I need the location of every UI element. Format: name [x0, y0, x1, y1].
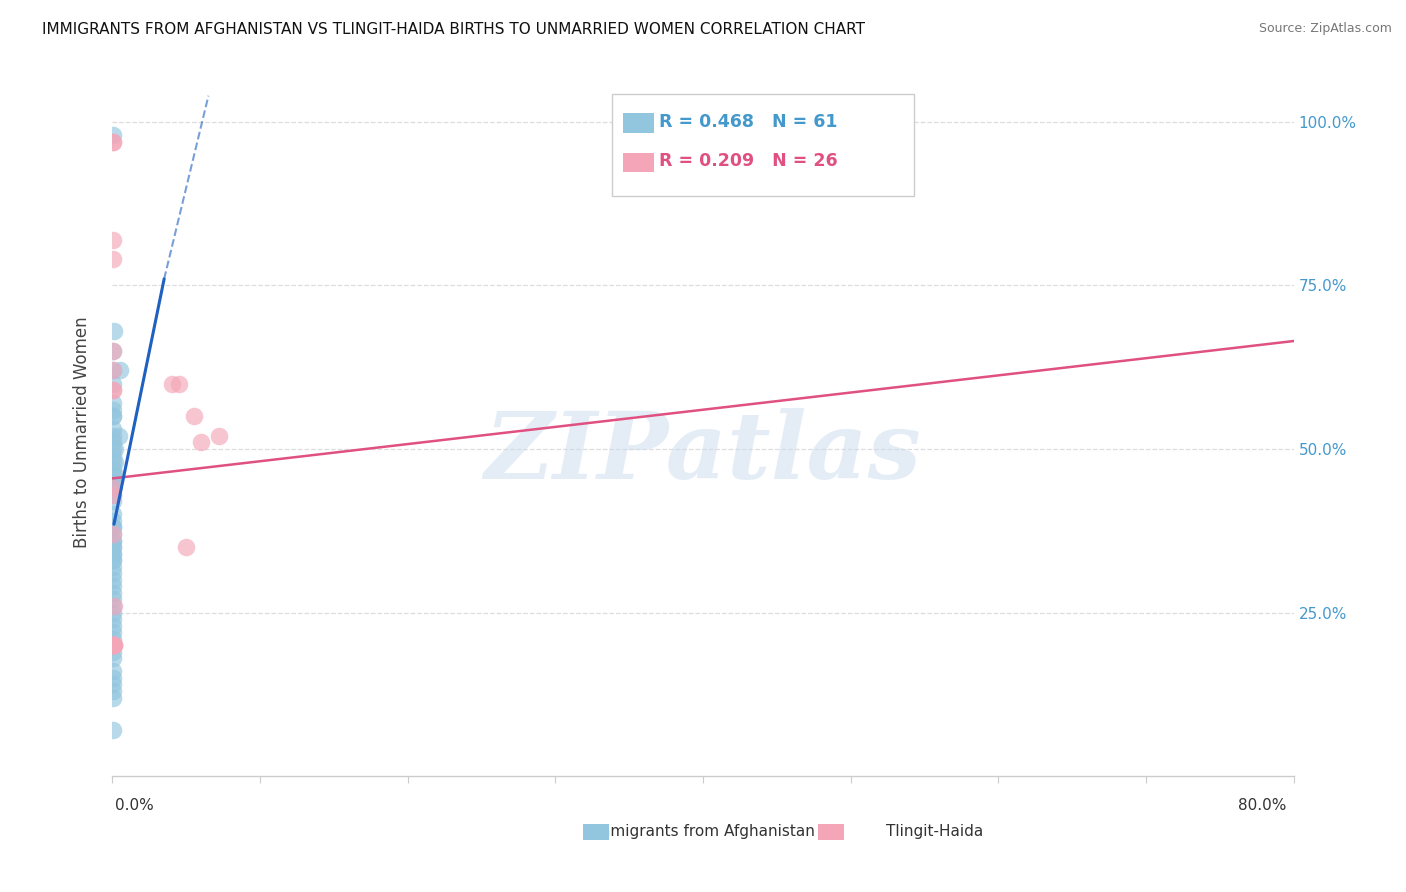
Point [103, 638, 125, 652]
Point [101, 612, 124, 626]
Point [101, 677, 124, 691]
Point [103, 638, 125, 652]
Point [101, 625, 124, 640]
Point [103, 324, 125, 338]
Text: R = 0.468   N = 61: R = 0.468 N = 61 [659, 113, 838, 131]
Point [101, 527, 124, 541]
Point [101, 376, 124, 391]
Point [101, 665, 124, 679]
Point [101, 533, 124, 548]
Point [101, 527, 124, 541]
Point [101, 533, 124, 548]
Point [101, 128, 124, 142]
Point [103, 638, 125, 652]
Text: Source: ZipAtlas.com: Source: ZipAtlas.com [1258, 22, 1392, 36]
Point [174, 540, 197, 554]
Point [101, 488, 124, 502]
Point [104, 442, 127, 456]
Point [101, 684, 124, 698]
Point [101, 343, 124, 358]
Point [103, 442, 125, 456]
Point [101, 645, 124, 659]
Point [183, 409, 205, 424]
Text: IMMIGRANTS FROM AFGHANISTAN VS TLINGIT-HAIDA BIRTHS TO UNMARRIED WOMEN CORRELATI: IMMIGRANTS FROM AFGHANISTAN VS TLINGIT-H… [42, 22, 865, 37]
Text: Tlingit-Haida: Tlingit-Haida [886, 824, 984, 838]
Point [101, 559, 124, 574]
Point [208, 429, 231, 443]
Point [190, 435, 212, 450]
Point [101, 638, 124, 652]
Point [101, 494, 124, 508]
Point [101, 671, 124, 685]
Point [101, 553, 124, 567]
Point [101, 566, 124, 581]
Point [101, 508, 124, 522]
Point [101, 579, 124, 593]
Point [101, 514, 124, 528]
Text: ZIPatlas: ZIPatlas [485, 409, 921, 499]
Point [103, 638, 125, 652]
Point [101, 343, 124, 358]
Text: R = 0.209   N = 26: R = 0.209 N = 26 [659, 153, 838, 170]
Point [101, 363, 124, 377]
Point [108, 363, 131, 377]
Y-axis label: Births to Unmarried Women: Births to Unmarried Women [73, 317, 91, 549]
Point [101, 461, 124, 475]
Point [101, 520, 124, 534]
Text: Immigrants from Afghanistan: Immigrants from Afghanistan [591, 824, 815, 838]
Point [160, 376, 183, 391]
Point [101, 468, 124, 483]
Point [101, 252, 124, 267]
Point [103, 599, 125, 613]
Point [101, 481, 124, 495]
Point [103, 383, 125, 397]
Point [101, 429, 124, 443]
Point [101, 553, 124, 567]
Text: 80.0%: 80.0% [1239, 798, 1286, 814]
Point [101, 475, 124, 489]
Point [101, 135, 124, 149]
Point [101, 592, 124, 607]
Point [103, 638, 125, 652]
Point [101, 606, 124, 620]
Point [101, 547, 124, 561]
Point [167, 376, 190, 391]
Point [108, 429, 131, 443]
Point [104, 468, 127, 483]
Point [101, 690, 124, 705]
Point [101, 632, 124, 646]
Point [103, 383, 125, 397]
Point [101, 396, 124, 410]
Point [101, 233, 124, 247]
Point [103, 402, 125, 417]
Point [103, 409, 125, 424]
Point [104, 455, 127, 469]
Point [101, 723, 124, 738]
Point [101, 488, 124, 502]
Point [101, 638, 124, 652]
Point [101, 547, 124, 561]
Point [101, 651, 124, 665]
Point [101, 540, 124, 554]
Text: 0.0%: 0.0% [115, 798, 155, 814]
Point [101, 540, 124, 554]
Point [101, 520, 124, 534]
Point [101, 435, 124, 450]
Point [103, 573, 125, 587]
Point [101, 135, 124, 149]
Point [101, 618, 124, 632]
Point [101, 409, 124, 424]
Point [101, 363, 124, 377]
Point [103, 638, 125, 652]
Point [103, 638, 125, 652]
Point [101, 599, 124, 613]
Point [101, 481, 124, 495]
Point [101, 422, 124, 436]
Point [101, 481, 124, 495]
Point [101, 449, 124, 463]
Point [101, 586, 124, 600]
Point [101, 455, 124, 469]
